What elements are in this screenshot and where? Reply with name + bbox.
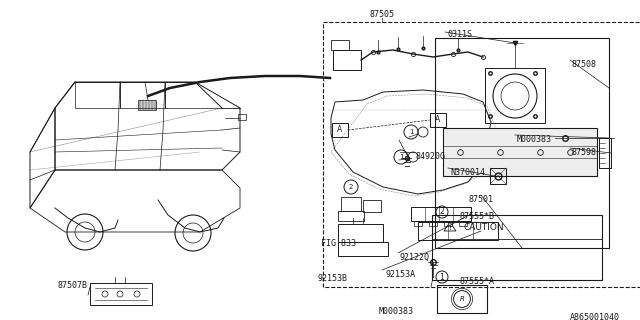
Bar <box>341 197 361 211</box>
Text: 2: 2 <box>349 184 353 190</box>
Text: 1: 1 <box>409 129 413 135</box>
Text: 0311S: 0311S <box>447 30 472 39</box>
Bar <box>459 221 467 226</box>
Bar <box>430 113 446 127</box>
Bar <box>90 283 152 305</box>
Bar <box>332 123 348 137</box>
Text: 2: 2 <box>440 207 444 217</box>
Text: 1: 1 <box>440 273 444 282</box>
Text: 87555*B: 87555*B <box>460 212 495 221</box>
Bar <box>363 200 381 212</box>
Bar <box>338 242 388 256</box>
Text: 87598: 87598 <box>572 148 597 157</box>
Bar <box>333 50 361 70</box>
Bar <box>444 221 452 226</box>
Text: N370014: N370014 <box>450 168 485 177</box>
Text: 84920G: 84920G <box>416 152 446 161</box>
Text: 92122Q: 92122Q <box>400 253 430 262</box>
Text: 92153A: 92153A <box>385 270 415 279</box>
Text: R: R <box>460 296 465 302</box>
Text: 87507B: 87507B <box>57 281 87 290</box>
Bar <box>432 215 602 280</box>
Text: 92153B: 92153B <box>318 274 348 283</box>
Text: 87505: 87505 <box>369 10 394 19</box>
Text: M000383: M000383 <box>378 307 413 316</box>
Bar <box>331 40 349 50</box>
Text: 1: 1 <box>399 154 403 160</box>
Bar <box>414 221 422 226</box>
Text: !: ! <box>449 225 451 231</box>
Bar <box>238 114 246 120</box>
Text: FIG.833: FIG.833 <box>321 239 355 248</box>
Bar <box>418 222 498 240</box>
Bar <box>435 38 609 248</box>
Text: A: A <box>435 116 440 124</box>
Bar <box>138 100 156 110</box>
Bar <box>338 211 364 221</box>
Bar <box>429 221 437 226</box>
Text: 87501: 87501 <box>468 195 493 204</box>
Bar <box>599 138 611 168</box>
Bar <box>485 68 545 123</box>
Bar <box>490 168 506 184</box>
Text: 87555*A: 87555*A <box>460 277 495 286</box>
Text: CAUTION: CAUTION <box>464 222 504 231</box>
Bar <box>411 207 471 221</box>
Bar <box>437 285 487 313</box>
Bar <box>338 224 383 242</box>
Bar <box>443 128 597 176</box>
Text: A865001040: A865001040 <box>570 313 620 320</box>
Text: 87508: 87508 <box>572 60 597 69</box>
Bar <box>323 22 640 287</box>
Text: M000383: M000383 <box>517 135 552 144</box>
Text: A: A <box>337 125 342 134</box>
